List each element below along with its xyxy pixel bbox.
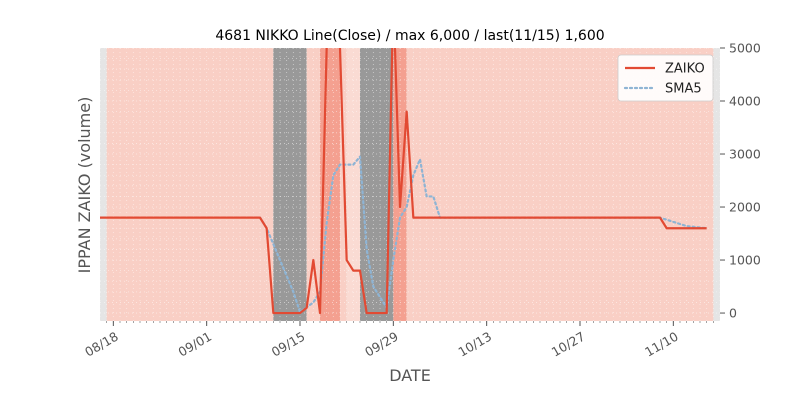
x-tick-label: 08/18 [82, 329, 121, 360]
x-tick-label: 09/15 [269, 329, 308, 360]
y-tick-label: 2000 [729, 200, 761, 215]
x-tick-label: 10/27 [549, 329, 588, 360]
x-tick-label: 09/01 [175, 329, 214, 360]
y-tick-label: 3000 [729, 147, 761, 162]
legend: ZAIKO SMA5 [618, 55, 713, 101]
x-tick-label: 11/10 [642, 329, 681, 360]
x-tick-label: 09/29 [362, 329, 401, 360]
y-axis-label: IPPAN ZAIKO (volume) [75, 97, 94, 274]
shaded-range [273, 48, 306, 321]
x-axis-label: DATE [389, 366, 431, 385]
legend-label: SMA5 [665, 82, 702, 97]
shaded-range [107, 48, 274, 321]
y-tick-label: 5000 [729, 41, 761, 56]
legend-label: ZAIKO [665, 62, 705, 77]
y-tick-label: 4000 [729, 94, 761, 109]
x-tick-label: 10/13 [455, 329, 494, 360]
y-tick-label: 0 [729, 306, 737, 321]
y-tick-label: 1000 [729, 253, 761, 268]
chart-title: 4681 NIKKO Line(Close) / max 6,000 / las… [215, 28, 604, 44]
